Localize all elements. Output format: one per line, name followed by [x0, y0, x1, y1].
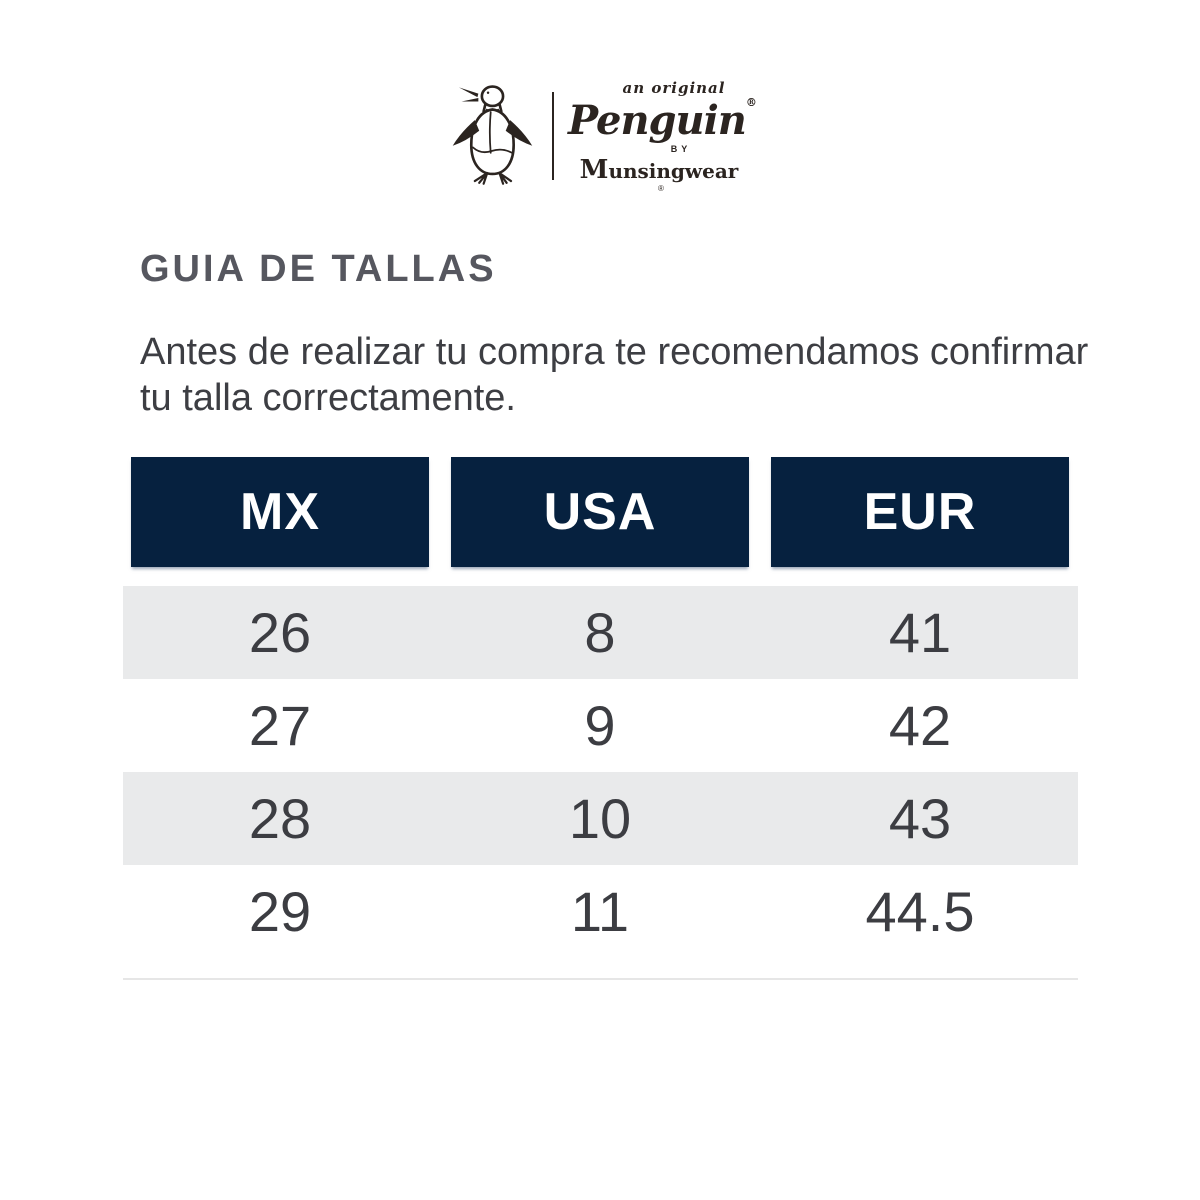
- table-cell: 8: [584, 601, 616, 664]
- intro-line-2: tu talla correctamente.: [140, 377, 516, 419]
- logo-divider: [552, 92, 554, 180]
- table-row: 27 9 42: [123, 679, 1078, 772]
- table-cell: 26: [248, 601, 312, 664]
- page-title: GUIA DE TALLAS: [140, 248, 497, 290]
- logo-brand-text: Penguin: [568, 97, 747, 144]
- penguin-icon: [452, 85, 533, 185]
- table-row: 26 8 41: [123, 586, 1078, 679]
- size-table: MX USA EUR 26 8 41 27 9 42 28 10 43 29 1…: [123, 457, 1078, 980]
- brand-logo: an original Penguin® BY Munsingwear ®: [0, 79, 1200, 193]
- maker-registered-mark-icon: ®: [658, 184, 664, 193]
- table-cell: 11: [570, 880, 630, 943]
- logo-by-label: BY: [670, 144, 692, 154]
- table-cell: 10: [568, 787, 632, 850]
- table-cell: 27: [248, 694, 312, 757]
- size-table-header: MX USA EUR: [123, 457, 1078, 567]
- table-cell: 9: [584, 694, 616, 757]
- table-cell: 43: [888, 787, 952, 850]
- intro-line-1: Antes de realizar tu compra te recomenda…: [140, 331, 1089, 373]
- header-cell-mx: MX: [131, 457, 429, 567]
- table-cell: 42: [888, 694, 952, 757]
- intro-text: Antes de realizar tu compra te recomenda…: [140, 329, 1100, 421]
- logo-wordmark: an original Penguin® BY Munsingwear ®: [568, 79, 757, 193]
- table-cell: 41: [888, 601, 952, 664]
- header-cell-eur: EUR: [771, 457, 1069, 567]
- table-row: 29 11 44.5: [123, 865, 1078, 958]
- registered-mark-icon: ®: [745, 96, 757, 109]
- logo-tagline: an original: [622, 79, 726, 97]
- table-cell: 29: [248, 880, 312, 943]
- size-table-body: 26 8 41 27 9 42 28 10 43 29 11 44.5: [123, 586, 1078, 958]
- logo-maker: Munsingwear: [579, 155, 739, 185]
- logo-brand-script: Penguin®: [568, 97, 757, 144]
- table-row: 28 10 43: [123, 772, 1078, 865]
- table-cell: 28: [248, 787, 312, 850]
- table-cell: 44.5: [865, 880, 975, 943]
- table-bottom-divider: [123, 978, 1078, 980]
- header-cell-usa: USA: [451, 457, 749, 567]
